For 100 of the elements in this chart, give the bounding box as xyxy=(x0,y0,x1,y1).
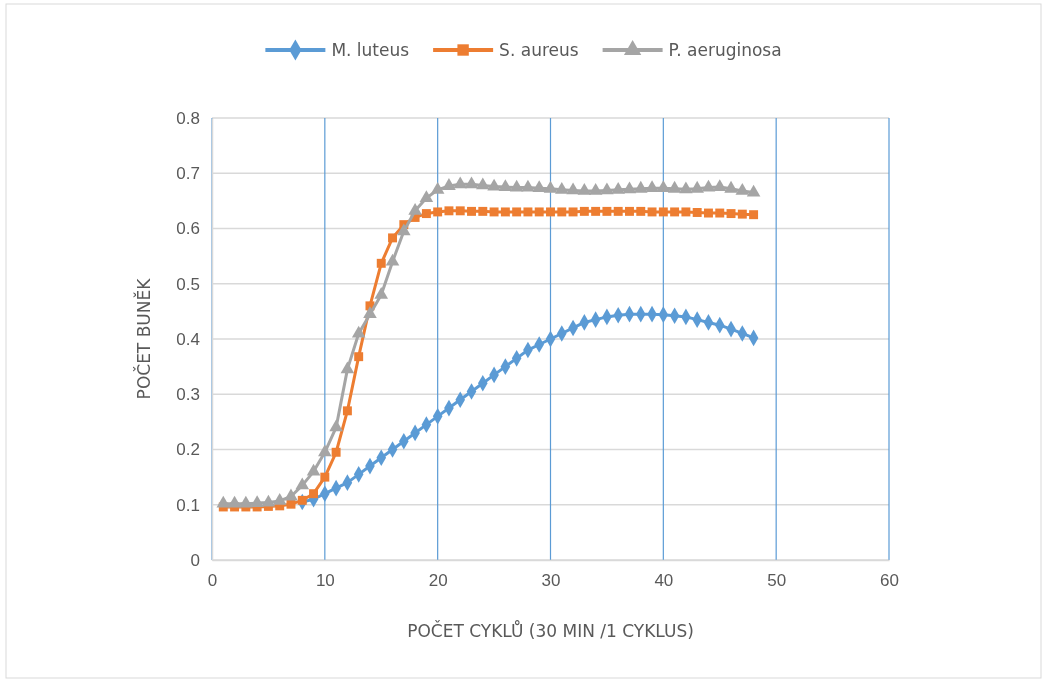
point xyxy=(645,180,659,193)
point xyxy=(509,179,524,192)
legend-label: M. luteus xyxy=(331,40,410,60)
y-tick-label: 0.3 xyxy=(176,385,200,405)
point xyxy=(297,495,307,505)
point xyxy=(692,208,702,217)
y-tick-label: 0.7 xyxy=(176,164,200,184)
point xyxy=(543,180,558,193)
point xyxy=(690,180,704,193)
point xyxy=(726,209,736,219)
y-tick-label: 0.4 xyxy=(176,329,200,349)
point xyxy=(239,495,253,508)
point xyxy=(489,207,499,217)
point xyxy=(703,208,713,218)
point xyxy=(611,181,625,194)
point xyxy=(286,499,296,509)
point xyxy=(622,181,637,194)
point xyxy=(467,206,476,216)
point xyxy=(464,176,479,189)
point xyxy=(715,208,725,218)
point xyxy=(306,463,321,476)
point xyxy=(363,306,377,319)
point xyxy=(272,493,287,505)
point xyxy=(534,207,544,217)
point xyxy=(633,180,648,193)
point xyxy=(250,495,264,508)
point xyxy=(591,206,601,216)
point xyxy=(340,361,355,374)
point xyxy=(521,179,535,192)
legend-label: S. aureus xyxy=(499,40,579,60)
point xyxy=(737,209,747,219)
point xyxy=(670,207,680,217)
x-tick-label: 40 xyxy=(654,571,674,591)
point xyxy=(735,183,750,195)
point xyxy=(512,207,522,217)
point xyxy=(546,207,555,217)
legend-label: P. aeruginosa xyxy=(668,40,782,60)
point xyxy=(658,207,668,217)
point xyxy=(579,206,589,216)
point xyxy=(385,253,400,266)
x-tick-label: 10 xyxy=(315,571,335,591)
point xyxy=(351,325,366,338)
x-tick-label: 30 xyxy=(541,571,561,591)
point xyxy=(613,206,623,216)
point xyxy=(749,210,759,220)
point xyxy=(500,207,510,217)
point xyxy=(600,182,614,195)
y-tick-label: 0.2 xyxy=(176,440,200,460)
point xyxy=(444,206,454,216)
point xyxy=(329,419,343,432)
point xyxy=(557,207,567,217)
x-tick-label: 0 xyxy=(207,571,218,591)
point xyxy=(625,206,634,216)
point xyxy=(602,206,612,216)
point xyxy=(261,494,276,507)
point xyxy=(487,178,501,191)
point xyxy=(430,181,445,194)
point xyxy=(588,183,603,195)
x-tick-label: 20 xyxy=(428,571,448,591)
point xyxy=(667,180,682,193)
point xyxy=(523,207,533,217)
point xyxy=(408,202,422,215)
y-tick-label: 0.8 xyxy=(176,108,200,128)
point xyxy=(568,207,578,217)
y-tick-label: 0.1 xyxy=(176,495,200,515)
point xyxy=(724,180,738,193)
point xyxy=(453,176,468,189)
point xyxy=(309,489,319,499)
point xyxy=(498,179,513,191)
point xyxy=(320,472,330,482)
point xyxy=(679,181,693,194)
point xyxy=(354,352,364,362)
point xyxy=(712,179,727,191)
point xyxy=(478,206,488,216)
point xyxy=(566,182,580,195)
point xyxy=(746,184,761,197)
point xyxy=(656,180,671,193)
point xyxy=(701,179,716,192)
point xyxy=(419,190,434,203)
point xyxy=(455,206,465,216)
point xyxy=(284,488,298,501)
point xyxy=(532,180,547,193)
point xyxy=(442,178,456,190)
x-axis-title: POČET CYKLŮ (30 MIN /1 CYKLUS) xyxy=(407,620,694,641)
point xyxy=(318,444,332,457)
point xyxy=(331,447,341,457)
point xyxy=(421,209,431,219)
y-tick-label: 0.6 xyxy=(176,219,200,239)
point xyxy=(295,477,310,490)
point xyxy=(577,183,592,195)
y-tick-label: 0 xyxy=(190,550,200,570)
y-tick-label: 0.5 xyxy=(176,274,200,294)
point xyxy=(476,177,490,190)
point xyxy=(647,207,657,217)
point xyxy=(342,406,352,416)
y-axis-title: POČET BUNĚK xyxy=(133,277,154,400)
x-tick-label: 60 xyxy=(880,571,899,591)
point xyxy=(433,207,443,217)
point xyxy=(227,495,242,508)
point xyxy=(681,207,691,217)
